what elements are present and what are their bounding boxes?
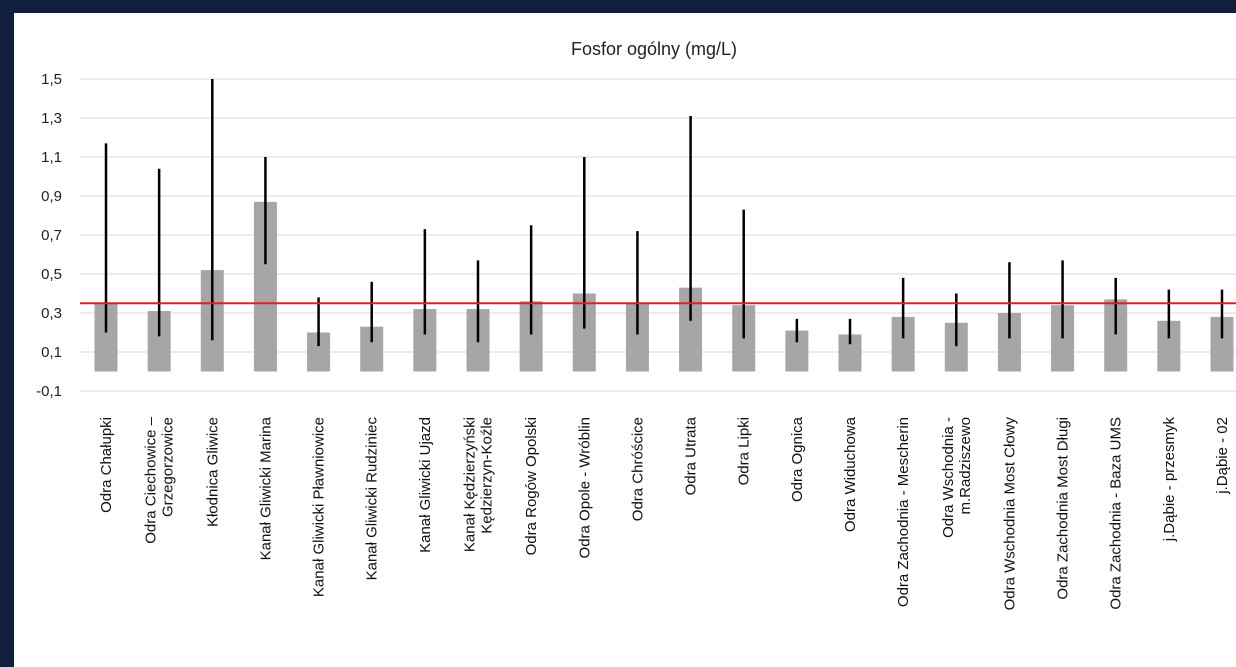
bar [253, 201, 277, 372]
svg-text:Kanał KędzierzyńskiKędzierzyn-: Kanał KędzierzyńskiKędzierzyn-Koźle [462, 417, 496, 552]
bar [944, 322, 968, 372]
x-tick-label: j.Dąbie - przesmyk [1161, 417, 1178, 543]
x-tick-label: Odra Ciechowice –Grzegorzowice [143, 416, 177, 543]
y-tick-label: -0,1 [36, 383, 62, 400]
bar [572, 293, 596, 372]
bar [997, 313, 1021, 372]
bar [519, 301, 543, 372]
y-tick-label: 0,1 [41, 344, 62, 361]
bar [679, 287, 703, 372]
x-tick-label: Odra Widuchowa [842, 416, 859, 532]
x-tick-label: Kanał Gliwicki Ujazd [417, 417, 434, 553]
svg-text:Odra Zachodnia - Mescherin: Odra Zachodnia - Mescherin [895, 417, 912, 607]
bar [1157, 320, 1181, 372]
svg-text:Odra Rogów Opolski: Odra Rogów Opolski [523, 417, 540, 555]
svg-text:Odra Ognica: Odra Ognica [789, 416, 806, 502]
chart: Fosfor ogólny (mg/L) 1,5 1,3 1,1 0,9 0,7 0,5 0… [36, 39, 1236, 610]
x-tick-label: Odra Zachodnia - Mescherin [895, 417, 912, 607]
x-tick-label: Odra Rogów Opolski [523, 417, 540, 555]
svg-text:Kanał Gliwicki Ujazd: Kanał Gliwicki Ujazd [417, 417, 434, 553]
x-tick-label: Odra Zachodnia - Baza UMS [1108, 417, 1125, 610]
svg-text:Odra Wschodnia -m.Radziszewo: Odra Wschodnia -m.Radziszewo [940, 417, 974, 538]
x-tick-label: Kanał Gliwicki Pławniowice [311, 417, 328, 597]
svg-text:Odra Chróścice: Odra Chróścice [629, 417, 646, 521]
x-tick-label: Kanał KędzierzyńskiKędzierzyn-Koźle [462, 417, 496, 552]
x-tick-label: Odra Wschodnia Most Cłowy [1001, 417, 1018, 611]
x-tick-label: Odra Utrata [683, 416, 700, 495]
svg-text:Kanał Gliwicki Rudziniec: Kanał Gliwicki Rudziniec [364, 417, 381, 581]
y-tick-label: 0,5 [41, 266, 62, 283]
svg-text:Odra Utrata: Odra Utrata [683, 416, 700, 495]
x-tick-label: Kanał Gliwicki Rudziniec [364, 417, 381, 581]
bar [413, 309, 437, 372]
x-tick-label: Kłodnica Gliwice [204, 417, 221, 527]
bar [1104, 299, 1128, 372]
x-axis: Odra Chałupki Odra Ciechowice –Grzegorzow… [98, 416, 1231, 610]
bar [147, 311, 171, 372]
svg-text:Odra Opole - Wróblin: Odra Opole - Wróblin [576, 417, 593, 558]
svg-text:Odra Zachodnia Most Długi: Odra Zachodnia Most Długi [1055, 417, 1072, 600]
y-axis: 1,5 1,3 1,1 0,9 0,7 0,5 0,3 0,1 -0,1 [36, 71, 62, 400]
svg-text:Odra Wschodnia Most Cłowy: Odra Wschodnia Most Cłowy [1001, 417, 1018, 611]
bar [94, 303, 118, 372]
x-tick-label: Odra Lipki [736, 417, 753, 485]
svg-text:Odra Widuchowa: Odra Widuchowa [842, 416, 859, 532]
svg-text:Odra Ciechowice –Grzegorzowice: Odra Ciechowice –Grzegorzowice [143, 416, 177, 543]
y-tick-label: 0,7 [41, 227, 62, 244]
error-bars [104, 79, 1224, 347]
svg-text:j.Dąbie - przesmyk: j.Dąbie - przesmyk [1161, 417, 1178, 543]
bar [838, 334, 862, 372]
svg-text:Odra Chałupki: Odra Chałupki [98, 417, 115, 513]
x-tick-label: Odra Ognica [789, 416, 806, 502]
svg-text:Kłodnica Gliwice: Kłodnica Gliwice [204, 417, 221, 527]
y-tick-label: 0,9 [41, 188, 62, 205]
bar [1210, 316, 1234, 372]
svg-text:Kanał Gliwicki Marina: Kanał Gliwicki Marina [257, 416, 274, 560]
bar [625, 303, 649, 372]
x-tick-label: j.Dąbie - 02 [1214, 417, 1231, 495]
y-tick-label: 0,3 [41, 305, 62, 322]
x-tick-label: Odra Chróścice [629, 417, 646, 521]
chart-frame: Fosfor ogólny (mg/L) 1,5 1,3 1,1 0,9 0,7 0,5 0… [14, 13, 1236, 667]
x-tick-label: Odra Wschodnia -m.Radziszewo [940, 417, 974, 538]
y-tick-label: 1,1 [41, 149, 62, 166]
x-tick-label: Odra Opole - Wróblin [576, 417, 593, 558]
bar [891, 316, 915, 372]
x-tick-label: Odra Chałupki [98, 417, 115, 513]
svg-text:j.Dąbie - 02: j.Dąbie - 02 [1214, 417, 1231, 495]
bar [785, 330, 809, 372]
svg-text:Odra Lipki: Odra Lipki [736, 417, 753, 485]
y-tick-label: 1,5 [41, 71, 62, 88]
bar [307, 332, 331, 372]
y-tick-label: 1,3 [41, 110, 62, 127]
svg-text:Odra Zachodnia - Baza UMS: Odra Zachodnia - Baza UMS [1108, 417, 1125, 610]
x-tick-label: Odra Zachodnia Most Długi [1055, 417, 1072, 600]
chart-title: Fosfor ogólny (mg/L) [571, 39, 737, 59]
bar [360, 326, 384, 372]
svg-text:Kanał Gliwicki Pławniowice: Kanał Gliwicki Pławniowice [311, 417, 328, 597]
x-tick-label: Kanał Gliwicki Marina [257, 416, 274, 560]
